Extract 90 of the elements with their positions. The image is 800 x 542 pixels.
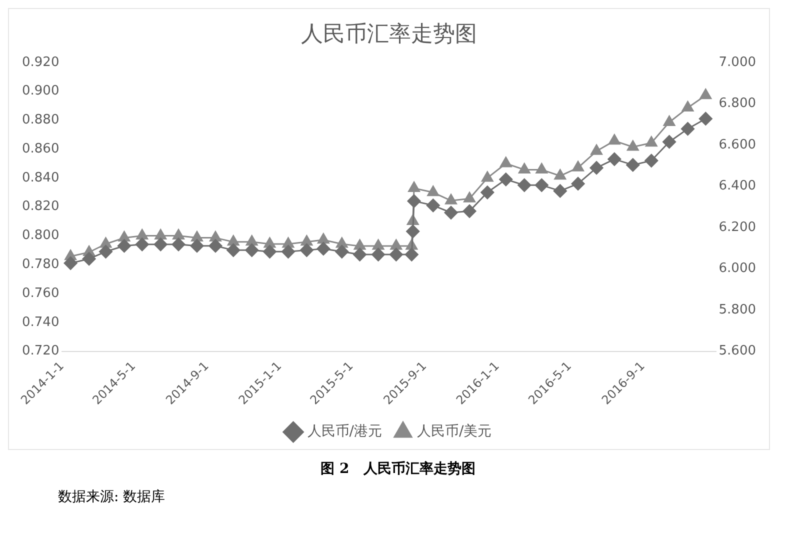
point	[99, 244, 112, 258]
caption: 图 2 人民币汇率走势图	[320, 460, 476, 478]
point	[172, 238, 186, 252]
point	[154, 228, 167, 240]
point	[444, 206, 458, 220]
point	[682, 101, 694, 112]
legend-label: 人民币/港元	[307, 424, 382, 440]
chart-title: 人民币汇率走势图	[301, 22, 477, 47]
point	[662, 135, 676, 149]
y-tick-label: 0.740	[22, 314, 60, 330]
y-tick-label: 0.860	[22, 141, 60, 156]
y2-tick-label: 5.800	[718, 302, 756, 318]
point	[300, 243, 314, 257]
point	[208, 239, 222, 253]
point	[354, 239, 366, 250]
point	[426, 198, 440, 212]
y2-tick-label: 6.800	[718, 96, 756, 112]
point	[445, 194, 457, 204]
point	[154, 238, 168, 252]
point	[590, 161, 604, 175]
point	[518, 162, 530, 174]
point	[317, 233, 330, 244]
point	[262, 244, 276, 258]
point	[389, 248, 403, 262]
point	[316, 242, 330, 256]
point	[626, 158, 640, 172]
point	[681, 122, 695, 136]
y-tick-label: 0.900	[22, 84, 60, 99]
point	[117, 239, 131, 253]
point	[390, 239, 402, 250]
y-tick-label: 0.880	[22, 112, 60, 128]
point	[608, 152, 622, 166]
point	[571, 176, 585, 190]
point	[406, 224, 420, 238]
point	[135, 238, 149, 252]
point	[590, 144, 602, 155]
point	[427, 186, 440, 196]
point	[553, 184, 567, 198]
legend-label: 人民币/美元	[417, 424, 492, 440]
y-tick-label: 0.800	[22, 228, 60, 244]
y2-tick-label: 6.000	[718, 261, 756, 276]
point	[372, 248, 386, 262]
y-tick-label: 0.780	[22, 257, 60, 272]
y2-tick-label: 6.400	[718, 178, 756, 194]
point	[281, 244, 295, 258]
point	[300, 235, 313, 246]
point	[118, 231, 130, 242]
point	[554, 169, 566, 180]
point	[499, 172, 513, 186]
point	[408, 182, 420, 192]
point	[226, 243, 240, 257]
point	[534, 178, 548, 192]
point	[663, 115, 676, 126]
point	[645, 136, 658, 147]
point	[190, 239, 204, 253]
point	[698, 112, 712, 126]
point	[464, 192, 476, 202]
point	[136, 228, 148, 240]
y2-tick-label: 7.000	[718, 54, 756, 70]
y-tick-label: 0.840	[22, 170, 60, 186]
point	[626, 140, 639, 151]
point	[518, 178, 532, 192]
point	[172, 228, 184, 240]
y2-tick-label: 6.200	[718, 220, 756, 235]
point	[500, 156, 512, 168]
point	[700, 88, 712, 100]
point	[480, 186, 494, 200]
y2-tick-label: 6.600	[718, 137, 756, 152]
y-tick-label: 0.720	[22, 344, 60, 359]
y-tick-label: 0.820	[22, 199, 60, 214]
point	[245, 243, 259, 257]
point	[572, 160, 584, 172]
point	[372, 239, 384, 250]
y-tick-label: 0.920	[22, 54, 60, 70]
y2-tick-label: 5.600	[718, 344, 756, 359]
point	[353, 248, 367, 262]
source-note: 数据来源: 数据库	[57, 488, 166, 506]
point	[246, 235, 258, 246]
point	[64, 256, 78, 270]
point	[536, 162, 548, 174]
point	[82, 252, 96, 266]
point	[462, 204, 476, 218]
point	[404, 248, 418, 262]
y-tick-label: 0.760	[22, 286, 60, 301]
point	[407, 194, 421, 208]
point	[644, 154, 658, 168]
point	[481, 171, 494, 182]
point	[227, 235, 240, 246]
point	[608, 134, 620, 145]
point	[335, 244, 349, 258]
